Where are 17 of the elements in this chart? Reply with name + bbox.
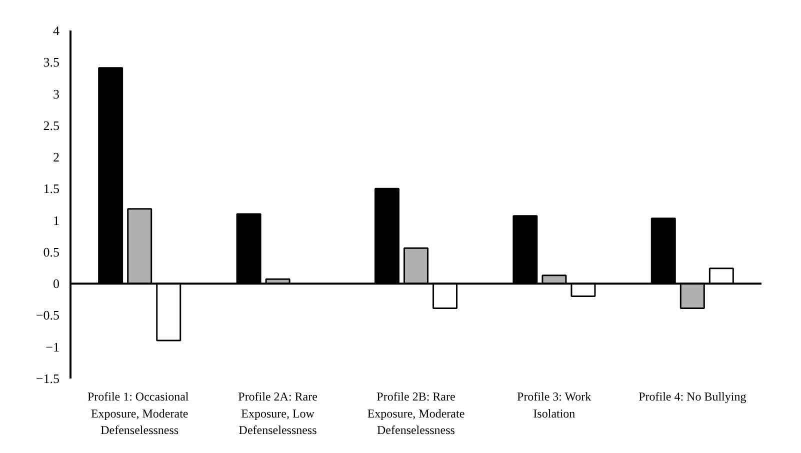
x-tick-label: Profile 1: Occasional Exposure, Moderate Defenselessness — [87, 390, 190, 438]
y-tick-label: −0.5 — [36, 308, 60, 323]
y-tick-label: 3 — [53, 86, 60, 102]
x-tick-label: Profile 4: No Bullying — [638, 390, 746, 404]
y-tick-label: −1.5 — [36, 371, 60, 386]
y-tick-label: 0.5 — [43, 244, 60, 260]
y-tick-label: 4 — [53, 23, 60, 38]
x-tick-label: Profile 2B: Rare Exposure, Moderate Defenselessness — [367, 390, 465, 438]
y-tick-label: 1 — [53, 212, 60, 228]
x-tick-label: Profile 3: Work Isolation — [517, 390, 592, 420]
y-tick-label: −1 — [46, 339, 60, 354]
y-tick-label: 1.5 — [43, 181, 60, 196]
y-tick-label: 2 — [53, 150, 60, 165]
y-tick-label: 2.5 — [43, 118, 60, 133]
y-tick-label: 3.5 — [43, 54, 60, 70]
y-tick-label: 0 — [53, 276, 60, 292]
x-tick-label: Profile 2A: Rare Exposure, Low Defenselessness — [238, 390, 318, 438]
